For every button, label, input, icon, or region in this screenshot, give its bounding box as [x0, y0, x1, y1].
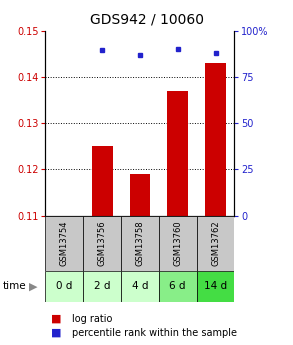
Text: 14 d: 14 d	[204, 282, 227, 291]
Bar	[45, 271, 83, 302]
Text: 2 d: 2 d	[94, 282, 110, 291]
Bar	[130, 174, 150, 216]
Text: 0 d: 0 d	[56, 282, 72, 291]
Text: GSM13756: GSM13756	[98, 220, 107, 266]
Text: time: time	[3, 282, 27, 291]
Bar	[45, 216, 83, 271]
Bar	[121, 271, 159, 302]
Text: 6 d: 6 d	[169, 282, 186, 291]
Text: GDS942 / 10060: GDS942 / 10060	[89, 12, 204, 26]
Text: GSM13754: GSM13754	[60, 220, 69, 266]
Text: GSM13760: GSM13760	[173, 220, 182, 266]
Bar	[167, 91, 188, 216]
Bar	[92, 146, 113, 216]
Bar	[83, 216, 121, 271]
Bar	[159, 216, 197, 271]
Text: 4 d: 4 d	[132, 282, 148, 291]
Bar	[197, 271, 234, 302]
Text: GSM13758: GSM13758	[135, 220, 144, 266]
Text: percentile rank within the sample: percentile rank within the sample	[72, 328, 237, 338]
Text: ■: ■	[51, 328, 62, 338]
Text: ▶: ▶	[29, 282, 38, 291]
Bar	[121, 216, 159, 271]
Bar	[159, 271, 197, 302]
Text: ■: ■	[51, 314, 62, 324]
Bar	[83, 271, 121, 302]
Text: log ratio: log ratio	[72, 314, 112, 324]
Text: GSM13762: GSM13762	[211, 220, 220, 266]
Bar	[205, 63, 226, 216]
Bar	[197, 216, 234, 271]
